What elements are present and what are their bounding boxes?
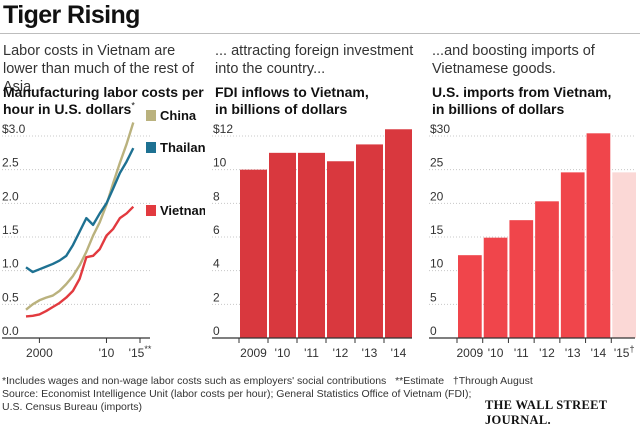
- y-tick-label: $12: [213, 122, 233, 136]
- x-tick-label: '14: [591, 346, 607, 360]
- footnotes: *Includes wages and non-wage labor costs…: [2, 375, 533, 414]
- imports-bar: [535, 201, 559, 338]
- y-tick-label: $3.0: [2, 122, 26, 136]
- y-tick-label: 1.5: [2, 223, 19, 237]
- imports-bar-chart: $30 25 20 15 10 5 0 2009 '10 '11 '12 '13 '14 '15†: [429, 122, 636, 360]
- imports-intro: ...and boosting imports of Vietnamese go…: [432, 43, 595, 77]
- fdi-bar: [356, 144, 383, 338]
- labor-costs-subtitle-text: Manufacturing labor costs per hour in U.…: [3, 84, 204, 117]
- y-tick-label: 20: [430, 189, 444, 203]
- legend-swatch-china: [146, 110, 156, 121]
- imports-bar: [586, 133, 611, 338]
- x-tick-label: '15†: [614, 344, 635, 360]
- y-tick-label: 2: [213, 290, 220, 304]
- x-tick-label: '15**: [129, 344, 152, 360]
- fdi-bar: [298, 152, 325, 338]
- y-tick-label: 2.0: [2, 189, 19, 203]
- legend-swatch-vietnam: [146, 205, 156, 216]
- legend-swatch-thailand: [146, 142, 156, 153]
- footnote-estimate: **Estimate: [395, 375, 445, 387]
- labor-costs-panel: Labor costs in Vietnam are lower than mu…: [0, 38, 205, 373]
- y-tick-label: 15: [430, 223, 444, 237]
- imports-subtitle: U.S. imports from Vietnam, in billions o…: [432, 84, 637, 118]
- imports-subtitle-line2: in billions of dollars: [432, 101, 565, 117]
- y-tick-label: 0: [213, 324, 220, 338]
- imports-bar: [458, 255, 482, 338]
- y-tick-label: 8: [213, 189, 220, 203]
- y-tick-label: 10: [213, 156, 227, 170]
- y-tick-label: 5: [430, 290, 437, 304]
- y-tick-label: 0.5: [2, 290, 19, 304]
- y-tick-label: 25: [430, 156, 444, 170]
- fdi-subtitle-line2: in billions of dollars: [215, 101, 348, 117]
- imports-bar: [560, 172, 585, 338]
- footnote-source-cont: U.S. Census Bureau (imports): [2, 401, 143, 413]
- x-tick-label: '11: [514, 346, 529, 360]
- x-tick-label: '10: [275, 346, 291, 360]
- footnote-source: Source: Economist Intelligence Unit (lab…: [2, 388, 472, 400]
- x-tick-label: '10: [99, 346, 115, 360]
- footnote-wages: *Includes wages and non-wage labor costs…: [2, 375, 387, 387]
- labor-costs-subtitle-marker: *: [131, 100, 135, 111]
- labor-costs-intro: Labor costs in Vietnam are lower than mu…: [3, 43, 195, 95]
- x-tick-marker: **: [144, 344, 152, 354]
- fdi-intro: ... attracting foreign investment into t…: [215, 43, 414, 77]
- imports-subtitle-line1: U.S. imports from Vietnam,: [432, 84, 612, 100]
- imports-bar: [509, 220, 534, 338]
- y-tick-label: $30: [430, 122, 450, 136]
- legend-label-china: China: [160, 108, 197, 123]
- labor-costs-subtitle: Manufacturing labor costs per hour in U.…: [3, 84, 208, 118]
- x-tick-label: 2000: [26, 346, 53, 360]
- imports-panel: ...and boosting imports of Vietnamese go…: [429, 38, 640, 373]
- footnote-through-august: †Through August: [452, 375, 533, 387]
- series-line-vietnam: [25, 205, 135, 318]
- x-tick-label: '13: [565, 346, 581, 360]
- x-tick-label: 2009: [240, 346, 267, 360]
- footnote-line-1: *Includes wages and non-wage labor costs…: [2, 375, 533, 388]
- series-line-thailand: [25, 147, 135, 274]
- y-tick-label: 4: [213, 257, 220, 271]
- y-tick-label: 6: [213, 223, 220, 237]
- x-tick-label: '12: [333, 346, 349, 360]
- x-tick-label: 2009: [457, 346, 484, 360]
- fdi-panel: ... attracting foreign investment into t…: [212, 38, 420, 373]
- fdi-bar: [240, 169, 267, 338]
- series-line-china: [25, 122, 135, 311]
- legend-label-thailand: Thailand: [160, 140, 205, 155]
- fdi-bar: [385, 129, 412, 338]
- fdi-bar: [269, 152, 296, 338]
- y-tick-label: 1.0: [2, 257, 19, 271]
- x-tick-label: '12: [539, 346, 555, 360]
- x-tick-marker: †: [629, 344, 634, 354]
- imports-bar: [612, 172, 636, 338]
- fdi-bar: [327, 161, 354, 338]
- fdi-subtitle: FDI inflows to Vietnam, in billions of d…: [215, 84, 420, 118]
- fdi-bar-chart: $12 10 8 6 4 2 0 2009 '10 '11 '12 '13 '14: [212, 122, 412, 360]
- title-rule: [0, 33, 640, 34]
- legend-label-vietnam: Vietnam: [160, 203, 205, 218]
- x-tick-label: '14: [391, 346, 407, 360]
- y-tick-label: 0: [430, 324, 437, 338]
- fdi-subtitle-line1: FDI inflows to Vietnam,: [215, 84, 369, 100]
- x-tick-label: '10: [488, 346, 504, 360]
- x-tick-label: '13: [362, 346, 378, 360]
- imports-bar: [483, 237, 508, 338]
- y-tick-label: 10: [430, 257, 444, 271]
- chart-title: Tiger Rising: [3, 1, 140, 29]
- x-tick-label: '11: [304, 346, 319, 360]
- y-tick-label: 0.0: [2, 324, 19, 338]
- labor-costs-line-chart: $3.0 2.5 2.0 1.5 1.0 0.5 0.0 2000 '10 '15** China T…: [2, 108, 205, 360]
- y-tick-label: 2.5: [2, 156, 19, 170]
- wsj-logo: THE WALL STREET JOURNAL.: [485, 398, 608, 427]
